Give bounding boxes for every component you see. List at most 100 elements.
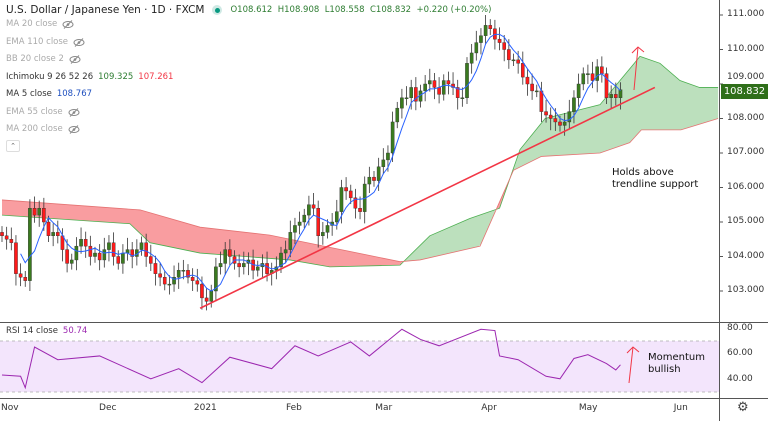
price-tick-label: 107.000	[727, 147, 765, 157]
candle-body	[469, 52, 474, 64]
open-value: O108.612	[230, 5, 273, 15]
candle-body	[56, 232, 60, 237]
candle-body	[451, 83, 455, 88]
candle-body	[111, 242, 116, 257]
candle-body	[437, 87, 441, 95]
symbol-title[interactable]: U.S. Dollar / Japanese Yen · 1D · FXCM	[6, 4, 205, 16]
price-tick-label: 108.000	[727, 112, 765, 123]
candle-body	[23, 277, 28, 281]
market-status-icon	[212, 5, 223, 15]
collapse-legend-button[interactable]: ⌃	[6, 140, 20, 152]
candle-body	[507, 49, 511, 61]
candle-body	[581, 73, 586, 85]
candle-body	[4, 235, 9, 240]
rsi-legend[interactable]: RSI 14 close 50.74	[6, 326, 87, 337]
candle-body	[237, 263, 241, 268]
candle-body	[465, 63, 469, 98]
ichimoku-cloud-bearish	[2, 199, 402, 267]
rsi-tick-label: 40.00	[727, 373, 753, 384]
candle-body	[18, 273, 23, 278]
eye-off-icon[interactable]	[62, 20, 74, 29]
candle-body	[502, 42, 507, 50]
candle-body	[428, 80, 432, 85]
senkou-span-a	[1, 55, 719, 268]
indicator-legend[interactable]: EMA 110 close	[6, 37, 85, 48]
price-tick-label: 105.000	[727, 216, 765, 226]
senkou-span-b	[1, 118, 719, 263]
candle-body	[497, 38, 502, 43]
candle-body	[488, 25, 493, 30]
indicator-legend[interactable]: BB 20 close 2	[6, 54, 81, 65]
candle-body	[586, 73, 590, 75]
candle-body	[32, 207, 37, 216]
candle-body	[176, 270, 181, 278]
candle-body	[209, 290, 214, 302]
candle-body	[548, 114, 553, 119]
eye-off-icon[interactable]	[69, 55, 81, 64]
settings-gear-icon[interactable]: ⚙	[737, 400, 749, 415]
indicator-legend[interactable]: Ichimoku 9 26 52 26 109.325 107.261	[6, 72, 173, 83]
rsi-value: 50.74	[62, 326, 88, 336]
candle-body	[376, 166, 381, 181]
indicator-value: 109.325	[98, 71, 134, 82]
candle-body	[288, 232, 293, 250]
rsi-up-arrow-icon-head	[626, 346, 640, 354]
candle-body	[46, 221, 51, 237]
candle-body	[130, 249, 135, 257]
candle-body	[83, 239, 88, 247]
candle-body	[404, 97, 409, 100]
price-tick-label: 110.000	[727, 43, 765, 54]
candle-body	[348, 190, 353, 199]
annotation-line-1: Momentum	[648, 352, 705, 363]
candle-body	[144, 242, 148, 257]
time-tick-label: 2021	[193, 403, 217, 413]
indicator-label: MA 20 close	[6, 19, 58, 29]
price-tick-label: 106.000	[727, 181, 765, 192]
candle-body	[9, 239, 14, 243]
candle-body	[372, 176, 376, 181]
indicator-legend[interactable]: MA 20 close	[6, 19, 74, 30]
candle-body	[390, 121, 395, 154]
candle-body	[381, 159, 386, 167]
candle-body	[483, 25, 488, 36]
candle-body	[386, 152, 390, 161]
eye-off-icon[interactable]	[68, 107, 80, 117]
indicator-legend[interactable]: EMA 55 close	[6, 107, 80, 118]
eye-off-icon[interactable]	[73, 37, 85, 47]
candle-body	[200, 283, 204, 299]
indicator-value: 108.767	[56, 89, 93, 99]
indicator-legend[interactable]: MA 5 close 108.767	[6, 89, 92, 100]
rsi-label: RSI 14 close	[6, 326, 58, 336]
candle-body	[88, 245, 93, 257]
candle-body	[158, 273, 162, 278]
indicator-value-2: 107.261	[138, 71, 174, 82]
time-tick-label: May	[578, 403, 598, 413]
candle-body	[441, 80, 446, 95]
candle-body	[455, 87, 460, 98]
price-tick-label: 103.000	[727, 285, 765, 295]
candle-body	[400, 97, 404, 109]
candle-body	[576, 83, 581, 99]
candle-body	[241, 263, 246, 268]
candle-body	[302, 214, 307, 223]
candle-body	[335, 211, 339, 223]
annotation-line-2: trendline support	[612, 179, 699, 190]
candle-body	[93, 252, 97, 257]
candle-body	[79, 239, 83, 247]
candle-body	[297, 221, 302, 226]
candle-body	[97, 252, 102, 261]
indicator-legend[interactable]: MA 200 close	[6, 124, 80, 135]
candle-body	[307, 204, 311, 216]
close-value: C108.832	[369, 5, 412, 15]
time-tick-label: Nov	[1, 403, 19, 413]
annotation-momentum: Momentum bullish	[648, 352, 705, 376]
chart-header: U.S. Dollar / Japanese Yen · 1D · FXCM O…	[6, 4, 491, 16]
candle-body	[618, 89, 623, 98]
candle-body	[432, 80, 437, 88]
time-tick-label: Mar	[375, 403, 393, 413]
candle-body	[479, 35, 483, 43]
rsi-up-arrow-icon	[628, 346, 634, 384]
eye-off-icon[interactable]	[68, 125, 80, 134]
